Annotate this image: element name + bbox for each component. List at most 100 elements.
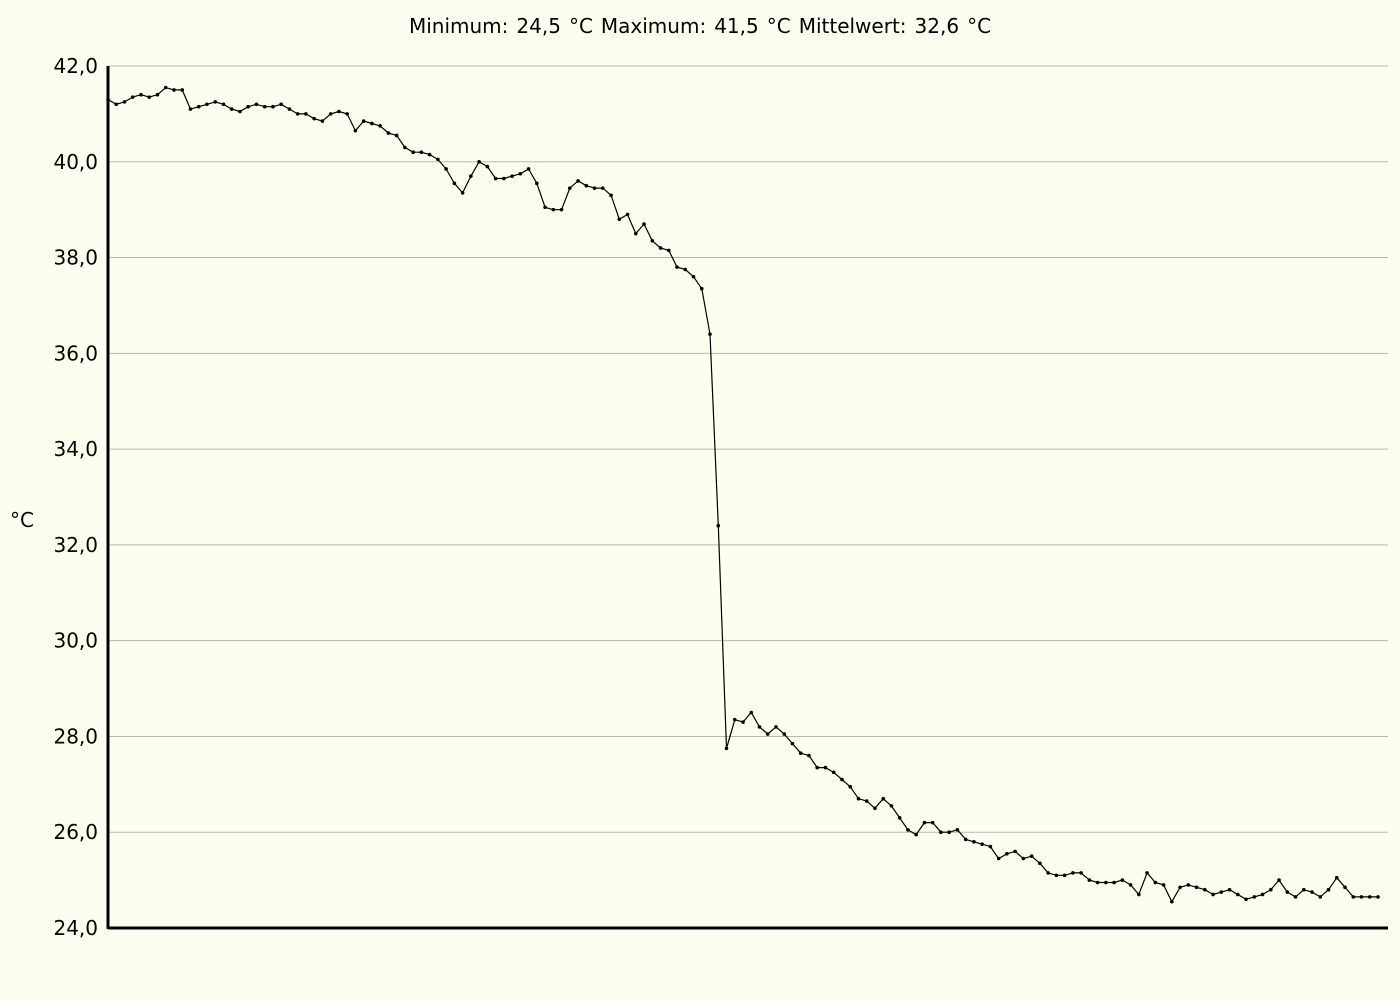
data-point: [930, 820, 935, 825]
data-point: [683, 267, 688, 272]
data-point: [1285, 890, 1290, 894]
data-point: [1112, 880, 1116, 885]
data-point: [535, 181, 539, 186]
data-point: [1268, 887, 1273, 892]
data-point: [196, 104, 201, 109]
data-point: [1120, 878, 1125, 882]
data-point: [666, 248, 671, 253]
data-point: [188, 107, 193, 111]
data-point: [1087, 878, 1092, 882]
data-point: [972, 840, 976, 844]
data-point: [765, 732, 770, 736]
data-point: [1145, 871, 1149, 875]
data-point: [130, 95, 135, 99]
data-point: [1326, 887, 1331, 892]
data-point: [213, 100, 218, 104]
data-point: [1244, 897, 1248, 902]
data-point: [856, 796, 861, 801]
data-point: [1079, 871, 1083, 875]
data-point: [139, 92, 143, 97]
data-point: [262, 104, 267, 109]
chart-title: Minimum: 24,5 °C Maximum: 41,5 °C Mittelwert: 3…: [409, 14, 991, 38]
data-point: [1178, 885, 1182, 890]
data-point: [840, 777, 844, 782]
data-point: [996, 856, 1001, 861]
data-point: [1194, 885, 1199, 890]
mean-unit: °C: [967, 14, 991, 38]
data-point: [732, 717, 737, 722]
data-point: [1219, 890, 1224, 894]
data-point: [1161, 883, 1166, 887]
data-point: [287, 107, 292, 111]
data-point: [906, 828, 910, 832]
data-point: [337, 109, 341, 114]
data-point: [1071, 871, 1075, 875]
data-point: [831, 770, 836, 775]
data-point: [741, 720, 745, 724]
data-point: [163, 85, 168, 90]
data-point: [460, 191, 465, 195]
data-point: [1376, 895, 1380, 899]
y-tick-label: 40,0: [53, 150, 98, 174]
data-point: [1104, 880, 1108, 885]
data-point: [452, 181, 457, 186]
data-point: [1367, 895, 1372, 899]
data-point: [798, 751, 803, 756]
y-tick-label: 32,0: [53, 533, 98, 557]
data-point: [205, 102, 209, 107]
data-point: [815, 765, 820, 770]
data-point: [1005, 851, 1009, 856]
data-point: [1186, 883, 1191, 887]
data-point: [592, 186, 597, 190]
mean-value: 32,6: [915, 14, 960, 38]
data-point: [1021, 856, 1026, 861]
data-point: [551, 207, 556, 212]
data-point: [106, 97, 110, 102]
data-point: [304, 112, 308, 116]
data-point: [510, 174, 514, 178]
data-point: [1252, 895, 1257, 899]
data-point: [114, 102, 119, 107]
axes: [106, 66, 1388, 930]
data-point: [568, 186, 572, 190]
data-point: [980, 842, 984, 846]
max-unit: °C: [767, 14, 791, 38]
data-point: [1137, 892, 1141, 897]
data-point: [419, 150, 424, 154]
data-point: [1211, 892, 1215, 897]
data-point: [782, 732, 787, 736]
data-point: [502, 176, 506, 181]
data-point: [675, 265, 679, 269]
data-point: [823, 765, 828, 770]
data-point: [1046, 871, 1050, 875]
data-point: [394, 133, 399, 138]
data-point: [922, 820, 927, 825]
y-tick-label: 30,0: [53, 629, 98, 653]
data-point: [361, 119, 366, 123]
data-point: [370, 121, 374, 126]
data-point: [295, 112, 300, 116]
data-point: [320, 119, 325, 123]
data-point: [172, 88, 176, 92]
data-point: [1203, 887, 1207, 892]
data-point: [1095, 880, 1100, 885]
data-point: [873, 806, 877, 811]
y-tick-label: 24,0: [53, 916, 98, 940]
data-point: [411, 150, 415, 154]
data-point: [699, 286, 704, 291]
data-point: [1029, 854, 1034, 858]
data-point: [378, 124, 382, 128]
data-point: [633, 231, 638, 236]
data-point: [939, 830, 943, 835]
data-point: [617, 217, 622, 222]
data-point: [469, 174, 473, 178]
data-point: [543, 205, 547, 210]
data-point: [576, 179, 580, 183]
data-point: [724, 746, 729, 751]
data-point: [1310, 890, 1314, 894]
data-point: [436, 157, 440, 162]
data-point: [1343, 885, 1347, 890]
